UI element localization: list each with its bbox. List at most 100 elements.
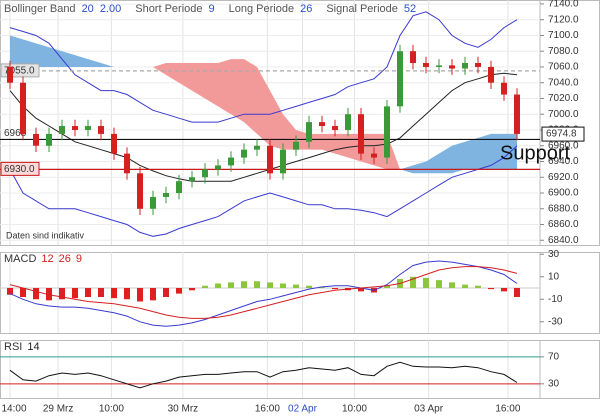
cloud-segment xyxy=(153,63,167,75)
histogram-bar xyxy=(383,285,390,288)
y-tick-label: -10 xyxy=(548,294,563,305)
panel-title: MACD xyxy=(4,253,36,265)
last-price-box xyxy=(541,126,585,142)
candle-body xyxy=(215,165,222,170)
x-tick-label: 30 Mrz xyxy=(168,404,199,415)
histogram-bar xyxy=(189,288,196,291)
candle-body xyxy=(357,114,364,154)
last-price-label: 6974.8 xyxy=(546,129,577,140)
histogram-bar xyxy=(228,282,235,288)
y-tick-label: 7060.0 xyxy=(548,62,579,73)
level-label: 6968 xyxy=(4,128,27,139)
y-tick-label: 7080.0 xyxy=(548,46,579,57)
histogram-bar xyxy=(33,288,40,300)
x-tick-label: 14:00 xyxy=(1,404,26,415)
candle-body xyxy=(500,82,507,95)
level-label: 7055.0 xyxy=(4,66,35,77)
cloud-segment xyxy=(308,133,322,150)
histogram-bar xyxy=(487,288,494,290)
bollinger-upper xyxy=(9,11,518,123)
y-tick-label: 70 xyxy=(548,352,560,363)
cloud-segment xyxy=(88,59,102,67)
y-tick-label: 6880.0 xyxy=(548,203,579,214)
cloud-segment xyxy=(360,133,374,166)
histogram-bar xyxy=(59,288,66,300)
y-tick-label: 6900.0 xyxy=(548,188,579,199)
x-tick-label: 16:00 xyxy=(255,404,280,415)
cloud-segment xyxy=(62,51,76,67)
x-tick-label: 29 Mrz xyxy=(43,404,74,415)
bollinger-middle xyxy=(9,72,518,182)
y-tick-label: 30 xyxy=(548,249,560,260)
cloud-segment xyxy=(166,63,180,83)
y-tick-label: 7040.0 xyxy=(548,77,579,88)
histogram-bar xyxy=(448,282,455,288)
candle-body xyxy=(396,51,403,107)
histogram-bar xyxy=(176,288,183,294)
y-tick-label: -30 xyxy=(548,316,563,327)
cloud-segment xyxy=(386,133,400,170)
cloud-segment xyxy=(347,133,361,162)
candle-body xyxy=(163,193,170,197)
y-tick-label: 10 xyxy=(548,271,560,282)
candle-body xyxy=(513,94,520,134)
candle-body xyxy=(7,66,14,83)
histogram-bar xyxy=(46,288,53,301)
header-param: 2.00 xyxy=(100,3,121,15)
header-label: Long Periode xyxy=(229,3,294,15)
header-label: Short Periode xyxy=(135,3,202,15)
cloud-segment xyxy=(10,35,24,67)
y-tick-label: 7120.0 xyxy=(548,14,579,25)
histogram-bar xyxy=(305,285,312,288)
x-tick-label: 03 Apr xyxy=(414,404,444,415)
candle-body xyxy=(46,133,53,146)
cloud-segment xyxy=(192,63,206,99)
panel-param: 9 xyxy=(76,253,82,265)
header-param: 9 xyxy=(209,3,215,15)
candle-body xyxy=(461,63,468,69)
histogram-bar xyxy=(474,285,481,288)
bollinger-lower xyxy=(9,145,518,237)
cloud-segment xyxy=(490,133,504,170)
histogram-bar xyxy=(241,281,248,288)
histogram-bar xyxy=(422,277,429,288)
histogram-bar xyxy=(20,288,27,297)
candle-body xyxy=(20,82,27,134)
candle-body xyxy=(292,141,299,150)
cloud-segment xyxy=(425,153,439,174)
x-tick-label: 10:00 xyxy=(99,404,124,415)
histogram-bar xyxy=(202,285,209,288)
candle-body xyxy=(267,145,273,174)
cloud-segment xyxy=(257,66,270,146)
histogram-bar xyxy=(85,288,92,297)
histogram-bar xyxy=(98,288,105,297)
level-label: 6930.0 xyxy=(4,164,35,175)
cloud-segment xyxy=(464,137,478,170)
histogram-bar xyxy=(357,288,364,292)
panel-title: RSI xyxy=(4,341,22,353)
cloud-segment xyxy=(244,59,258,134)
histogram-bar xyxy=(409,276,416,288)
header-param: 26 xyxy=(300,3,312,15)
candle-body xyxy=(422,63,429,67)
y-tick-label: 6960.0 xyxy=(548,140,579,151)
header-label: Signal Periode xyxy=(326,3,398,15)
panel-param: 12 xyxy=(41,253,53,265)
candle-body xyxy=(124,153,131,174)
candle-body xyxy=(33,133,40,146)
y-tick-label: 6860.0 xyxy=(548,219,579,230)
candle-body xyxy=(487,66,494,83)
header-param: 20 xyxy=(82,3,94,15)
y-tick-label: 7140.0 xyxy=(548,0,579,10)
x-tick-label: 10:00 xyxy=(342,404,367,415)
cloud-segment xyxy=(36,43,50,67)
histogram-bar xyxy=(111,288,118,299)
y-tick-label: 7000.0 xyxy=(548,109,579,120)
rsi-line xyxy=(9,361,518,389)
cloud-segment xyxy=(179,63,193,91)
histogram-bar xyxy=(7,288,14,295)
candle-body xyxy=(228,157,235,166)
cloud-segment xyxy=(412,161,426,174)
histogram-bar xyxy=(292,284,299,288)
candle-body xyxy=(85,126,92,130)
